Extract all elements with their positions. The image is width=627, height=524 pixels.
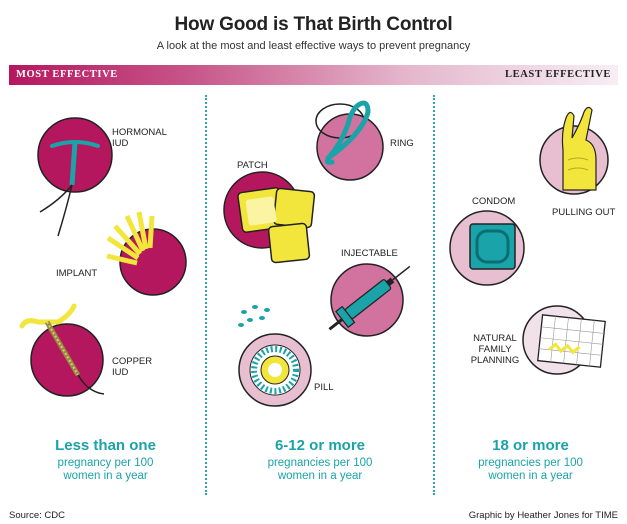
source-note: Source: CDC [9,510,65,521]
ring-label: RING [390,138,414,149]
condom-label: CONDOM [472,196,516,207]
least-effective-label: LEAST EFFECTIVE [505,69,611,80]
pulling-out-label: PULLING OUT [552,207,616,218]
column-divider-1 [205,95,207,495]
effectiveness-gradient-bar [9,65,618,85]
column-1-line1: pregnancy per 100 [57,457,154,469]
pulling-out-icon [539,106,609,195]
calendar-icon [522,305,606,375]
natural-family-planning-label: NATURAL FAMILY PLANNING [470,333,520,366]
copper-iud-icon [19,303,105,397]
column-3-line1: pregnancies per 100 [478,457,583,469]
column-3-headline: 18 or more [492,437,569,454]
page-subtitle: A look at the most and least effective w… [156,40,471,52]
page-title: How Good is That Birth Control [174,14,453,35]
condom-icon [449,210,525,286]
injectable-label: INJECTABLE [341,248,398,259]
patch-label: PATCH [237,160,268,171]
graphic-credit: Graphic by Heather Jones for TIME [468,510,618,521]
hormonal-iud-label: HORMONAL IUD [112,127,167,149]
column-2-line2: women in a year [277,470,363,482]
column-1-headline: Less than one [55,437,156,454]
implant-label: IMPLANT [56,268,98,279]
patch-icon [223,171,316,264]
pill-icon [238,305,312,407]
column-divider-2 [433,95,435,495]
column-2-headline: 6-12 or more [274,437,366,454]
copper-iud-label: COPPER IUD [112,356,153,378]
implant-icon [106,211,187,296]
column-3-line2: women in a year [488,470,573,482]
most-effective-label: MOST EFFECTIVE [16,69,118,80]
hormonal-iud-icon [37,117,113,237]
injectable-icon [328,263,411,337]
column-1-line2: women in a year [63,470,148,482]
column-2-line1: pregnancies per 100 [267,457,373,469]
ring-icon [315,100,384,181]
pill-label: PILL [314,382,334,393]
